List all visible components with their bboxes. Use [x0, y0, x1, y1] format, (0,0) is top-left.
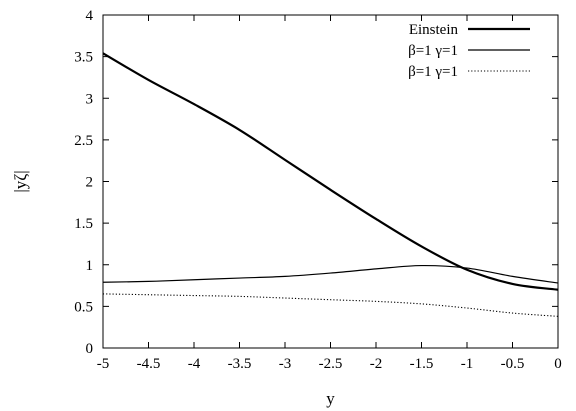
- plot-frame: [102, 14, 559, 349]
- y-tick-label: 1: [86, 258, 94, 274]
- y-axis-label: |yζ|: [11, 170, 30, 192]
- y-tick-label: 2: [86, 175, 94, 191]
- x-tick-label: -2: [370, 356, 383, 372]
- y-tick-label: 1.5: [74, 216, 93, 232]
- x-tick-label: -2.5: [319, 356, 343, 372]
- series-line-2: [102, 264, 559, 284]
- x-tick-label: 0: [554, 356, 562, 372]
- y-tick-label: 0.5: [74, 299, 93, 315]
- series-line-3: [102, 293, 559, 317]
- y-tick-label: 0: [86, 341, 94, 357]
- series-line-1: [102, 52, 559, 291]
- y-tick-label: 4: [86, 8, 94, 24]
- y-tick-label: 3.5: [74, 50, 93, 66]
- x-tick-label: -1.5: [410, 356, 434, 372]
- x-tick-label: -0.5: [501, 356, 525, 372]
- x-tick-label: -3: [279, 356, 292, 372]
- x-tick-label: -4: [188, 356, 201, 372]
- x-tick-label: -4.5: [137, 356, 161, 372]
- x-axis-label: y: [326, 389, 335, 408]
- ticks-layer: -5 -4.5 -4 -3.5 -3 -2.5 -2 -1.5 -1 -0.5 0 0 0.5 1 1.5 2…: [74, 8, 562, 372]
- series-layer: [102, 52, 559, 317]
- legend-label-2: β=1 γ=1: [408, 43, 458, 59]
- legend: Einstein β=1 γ=1 β=1 γ=1: [408, 22, 530, 80]
- x-tick-label: -3.5: [228, 356, 252, 372]
- y-tick-label: 2.5: [74, 133, 93, 149]
- x-tick-label: -5: [97, 356, 110, 372]
- x-tick-label: -1: [461, 356, 474, 372]
- legend-label-1: Einstein: [409, 22, 459, 38]
- y-tick-label: 3: [86, 91, 94, 107]
- legend-label-3: β=1 γ=1: [408, 64, 458, 80]
